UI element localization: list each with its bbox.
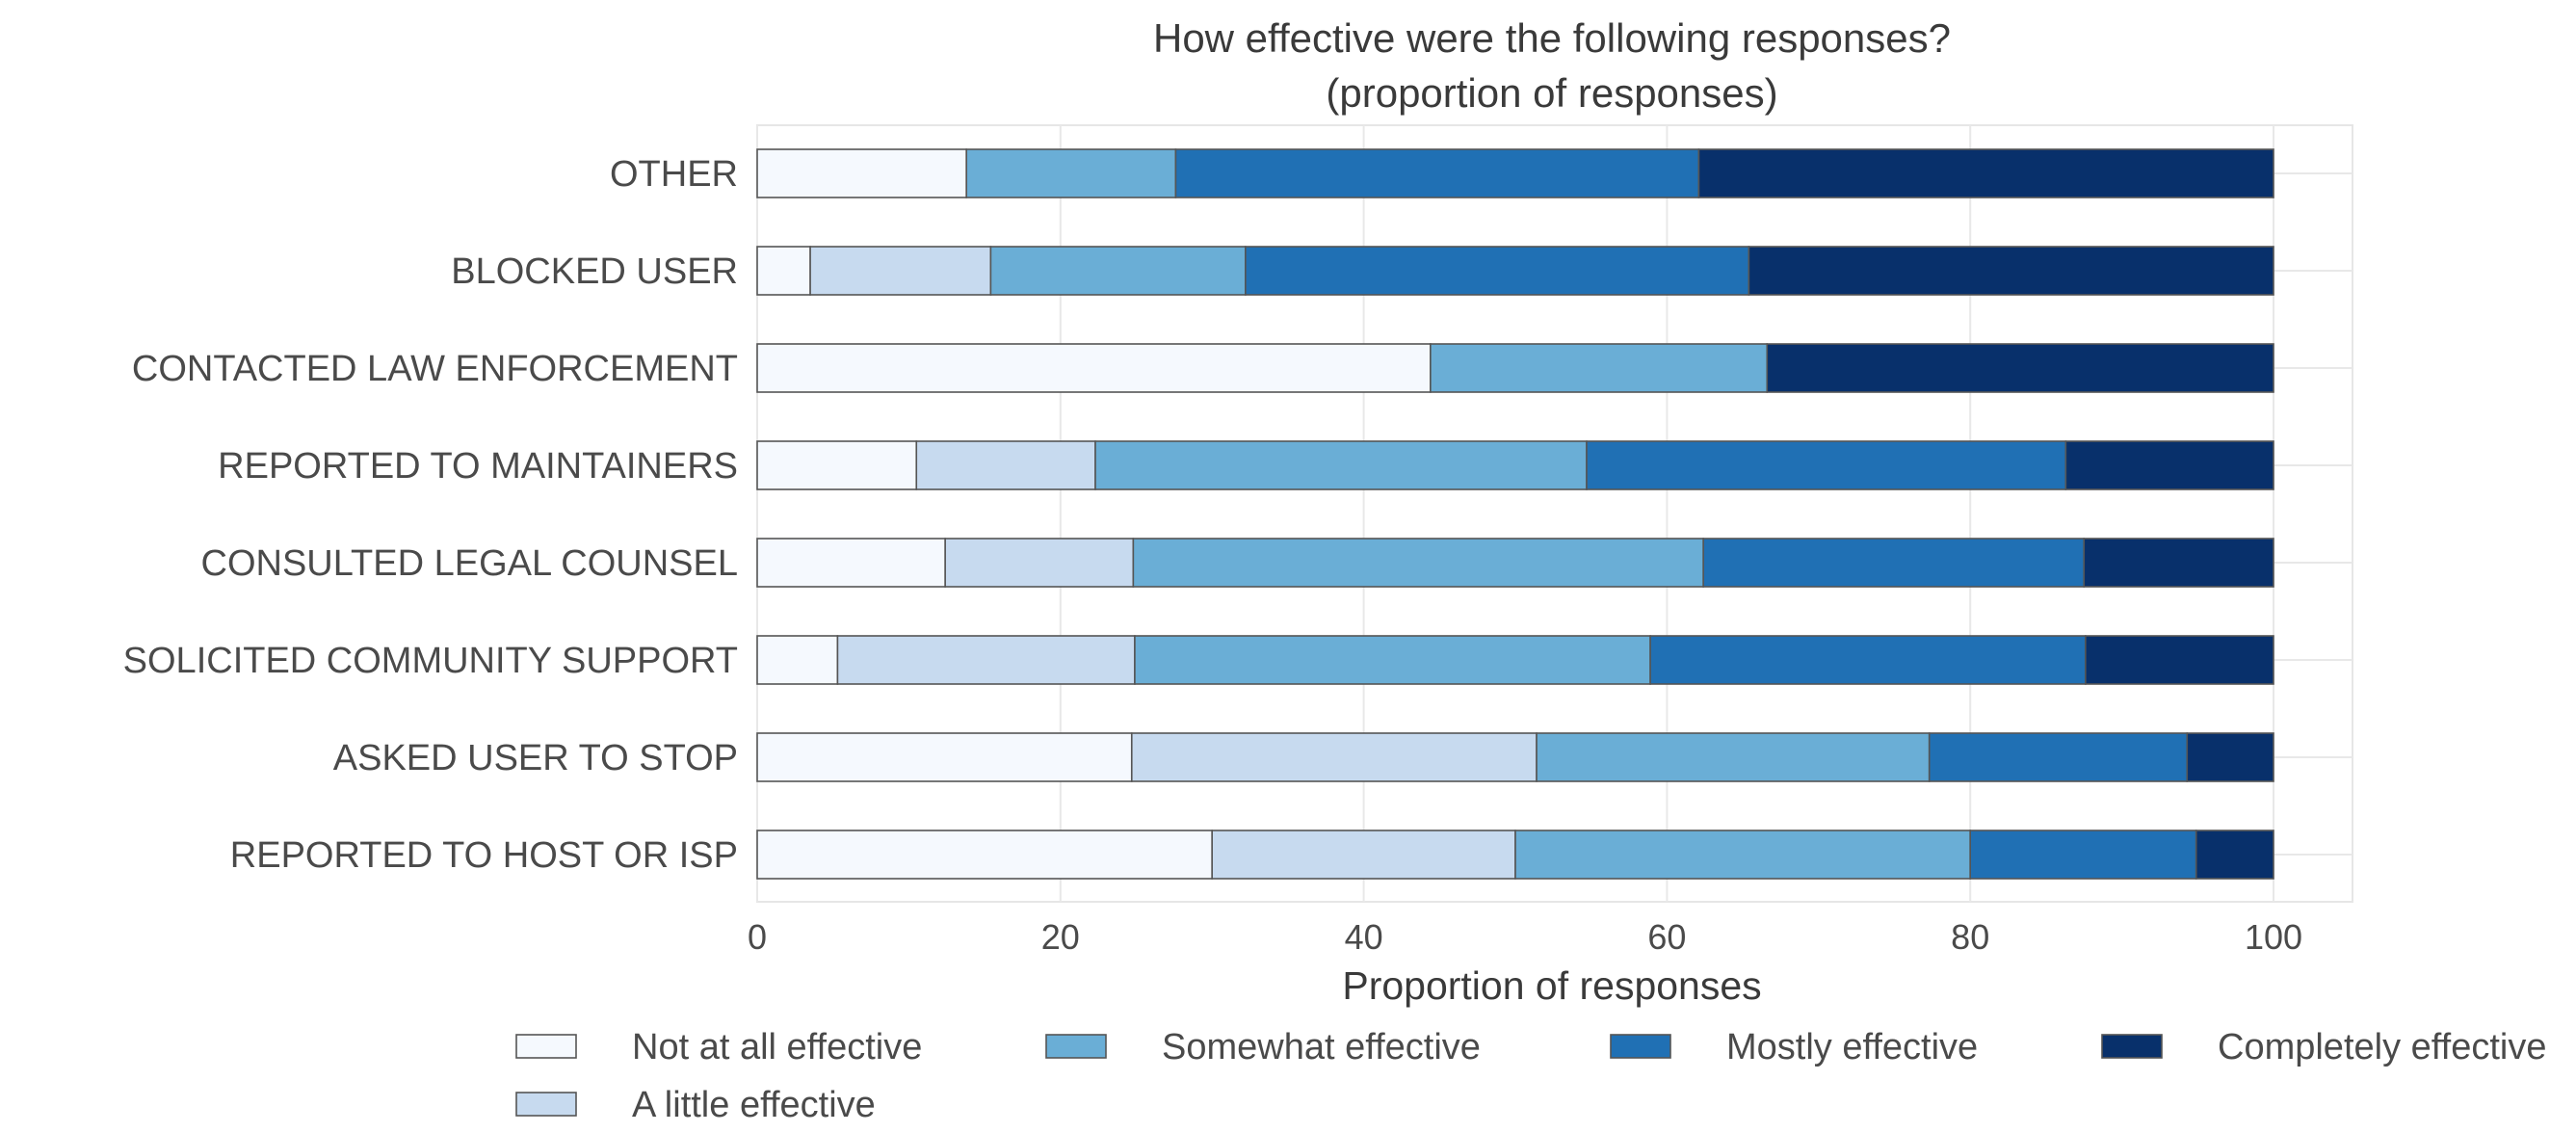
category-label: CONSULTED LEGAL COUNSEL — [201, 543, 738, 584]
legend-swatch — [1045, 1034, 1107, 1059]
bar-segment — [1766, 343, 2274, 393]
legend: Not at all effective Somewhat effective Mo… — [515, 1027, 2546, 1125]
bar-segment — [756, 830, 1214, 880]
bar-segment — [2064, 440, 2274, 490]
category-label: BLOCKED USER — [451, 251, 738, 292]
category-label: ASKED USER TO STOP — [333, 738, 738, 778]
legend-swatch — [1610, 1034, 1671, 1059]
bar-segment — [756, 538, 946, 588]
bar-segment — [1969, 830, 2197, 880]
bars — [756, 148, 2274, 880]
legend-swatch — [2101, 1034, 2163, 1059]
legend-label: Somewhat effective — [1162, 1027, 1481, 1067]
bar-segment — [1536, 732, 1931, 782]
legend-label: Mostly effective — [1726, 1027, 1978, 1067]
x-tick-label: 60 — [1647, 917, 1686, 957]
bar-segment — [1211, 830, 1516, 880]
bar-segment — [965, 148, 1177, 198]
chart-subtitle: (proportion of responses) — [1326, 70, 1777, 116]
x-tick-label: 40 — [1345, 917, 1383, 957]
bar-segment — [2083, 538, 2274, 588]
category-label: CONTACTED LAW ENFORCEMENT — [132, 349, 738, 389]
bar-segment — [1702, 538, 2086, 588]
bar-segment — [1514, 830, 1972, 880]
x-tick-label: 80 — [1951, 917, 1989, 957]
bar-segment — [756, 635, 839, 685]
bar-segment — [2186, 732, 2274, 782]
bar-segment — [2085, 635, 2274, 685]
x-tick-labels: 0 20 40 60 80 100 — [748, 917, 2302, 957]
category-label: OTHER — [610, 154, 738, 195]
bar-segment — [756, 732, 1133, 782]
category-labels: OTHER BLOCKED USER CONTACTED LAW ENFORCEME… — [123, 154, 738, 876]
category-label: REPORTED TO HOST OR ISP — [230, 835, 738, 876]
chart-title: How effective were the following respons… — [1153, 15, 1951, 61]
legend-swatch — [515, 1034, 577, 1059]
x-tick-label: 0 — [748, 917, 767, 957]
bar-segment — [1748, 246, 2274, 296]
bar-segment — [1094, 440, 1588, 490]
legend-label: Not at all effective — [632, 1027, 922, 1067]
category-label: SOLICITED COMMUNITY SUPPORT — [123, 641, 738, 681]
bar-segment — [1130, 732, 1538, 782]
bar-segment — [989, 246, 1247, 296]
bar-segment — [756, 343, 1432, 393]
x-tick-label: 20 — [1041, 917, 1080, 957]
plot-area — [756, 124, 2353, 903]
bar-segment — [1174, 148, 1700, 198]
legend-label: A little effective — [632, 1085, 876, 1125]
bar-segment — [836, 635, 1136, 685]
bar-segment — [944, 538, 1135, 588]
category-label: REPORTED TO MAINTAINERS — [218, 446, 738, 487]
bar-segment — [1245, 246, 1750, 296]
bar-segment — [1132, 538, 1704, 588]
bar-segment — [756, 440, 918, 490]
legend-swatch — [515, 1092, 577, 1117]
legend-label: Completely effective — [2218, 1027, 2546, 1067]
bar-segment — [1586, 440, 2067, 490]
bar-segment — [915, 440, 1096, 490]
x-tick-label: 100 — [2245, 917, 2302, 957]
bar-segment — [1134, 635, 1651, 685]
bar-segment — [756, 148, 968, 198]
bar-segment — [809, 246, 992, 296]
x-axis-label: Proportion of responses — [1342, 963, 1761, 1008]
bar-segment — [1697, 148, 2274, 198]
bar-segment — [756, 246, 811, 296]
bar-segment — [1649, 635, 2087, 685]
bar-segment — [1928, 732, 2189, 782]
bar-segment — [2195, 830, 2274, 880]
bar-segment — [1430, 343, 1769, 393]
